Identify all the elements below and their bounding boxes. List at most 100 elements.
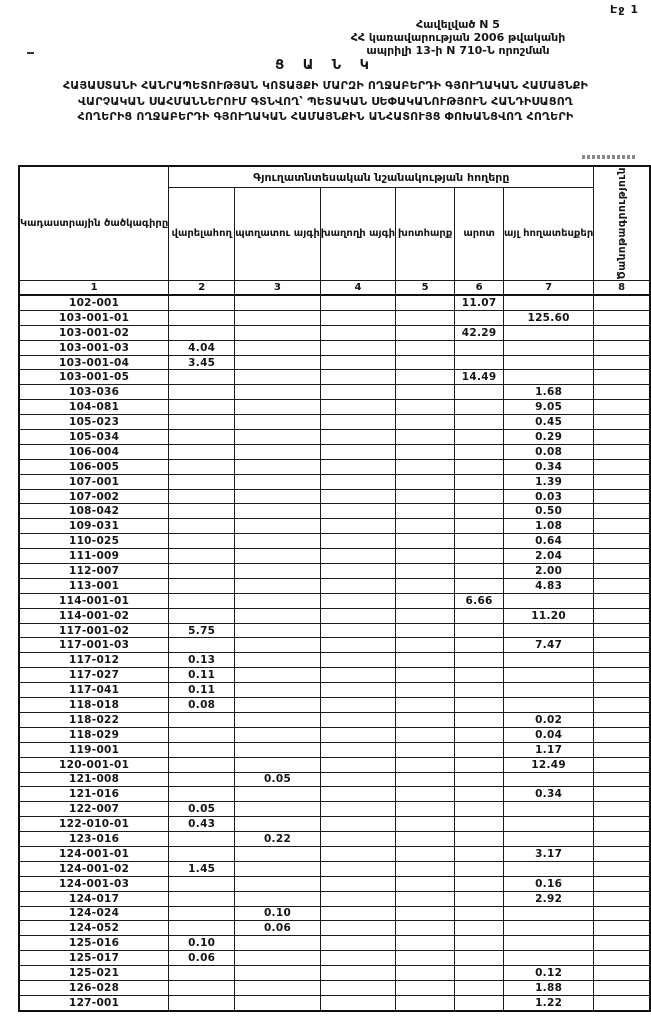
area-value-cell <box>319 726 397 743</box>
area-value-cell <box>454 786 505 803</box>
area-value-cell <box>319 577 397 594</box>
area-value-cell <box>454 503 505 520</box>
area-value-cell <box>395 950 456 967</box>
area-value-cell <box>234 399 321 416</box>
area-value-cell <box>234 697 321 713</box>
note-cell <box>593 801 651 818</box>
area-value-cell <box>319 979 397 996</box>
cadastral-code-cell: 120-001-01 <box>18 756 170 773</box>
table-row: 125-021 0.12 <box>18 965 651 981</box>
area-value-cell <box>319 801 397 818</box>
area-value-cell <box>454 414 505 431</box>
area-value-cell <box>168 756 236 773</box>
note-cell <box>593 473 651 490</box>
table-row: 124-001-03 0.16 <box>18 875 651 892</box>
area-value-cell <box>234 473 321 490</box>
area-value-cell <box>234 711 321 728</box>
area-value-cell <box>234 756 321 773</box>
note-cell <box>593 294 651 311</box>
area-value-cell <box>395 816 456 833</box>
subtitle-line: ՎԱՐՉԱԿԱՆ ՍԱՀՄԱՆՆԵՐՈՒՄ ԳՏՆՎՈՂ՝ ՊԵՏԱԿԱՆ ՍԵ… <box>77 94 573 108</box>
table-row: 124-017 2.92 <box>18 890 651 907</box>
area-value-cell <box>234 384 321 401</box>
area-value-cell <box>395 920 456 937</box>
area-value-cell: 0.34 <box>503 458 595 475</box>
area-value-cell <box>168 443 236 460</box>
area-value-cell <box>319 384 397 401</box>
table-row: 121-008 0.05 <box>18 771 651 788</box>
table-row: 111-009 2.04 <box>18 548 651 565</box>
note-cell <box>593 860 651 877</box>
table-row: 108-042 0.50 <box>18 503 651 520</box>
area-value-cell <box>454 756 505 773</box>
col-header-vineyard: խաղողի այգի <box>319 187 397 281</box>
area-value-cell <box>395 667 456 684</box>
area-value-cell <box>454 801 505 818</box>
area-value-cell: 0.16 <box>503 875 595 892</box>
note-cell <box>593 682 651 699</box>
cadastral-code-cell: 105-034 <box>18 429 170 445</box>
table-row: 105-023 0.45 <box>18 414 651 431</box>
col-header-orchard: պտղատու այգի <box>234 187 321 281</box>
area-value-cell <box>395 473 456 490</box>
area-value-cell <box>168 905 236 922</box>
note-cell <box>593 384 651 401</box>
area-value-cell <box>168 369 236 386</box>
area-value-cell <box>454 384 505 401</box>
note-cell <box>593 935 651 952</box>
table-row: 112-007 2.00 <box>18 563 651 579</box>
area-value-cell: 0.11 <box>168 682 236 699</box>
area-value-cell <box>395 697 456 713</box>
note-cell <box>593 756 651 773</box>
area-value-cell <box>168 979 236 996</box>
area-value-cell <box>503 324 595 341</box>
cadastral-code-cell: 125-016 <box>18 935 170 952</box>
note-cell <box>593 965 651 981</box>
note-cell <box>593 518 651 535</box>
table-row: 104-081 9.05 <box>18 399 651 416</box>
area-value-cell <box>319 533 397 550</box>
area-value-cell: 9.05 <box>503 399 595 416</box>
cadastral-code-cell: 103-001-02 <box>18 324 170 341</box>
area-value-cell: 11.20 <box>503 607 595 624</box>
table-row: 124-001-01 3.17 <box>18 845 651 862</box>
area-value-cell <box>234 622 321 639</box>
table-body: 102-001 11.07 103-001-01 125.60 103-001-02 42… <box>18 294 651 1012</box>
cadastral-code-cell: 124-001-03 <box>18 875 170 892</box>
table-header: Կադաստրային ծածկագիրը Գյուղատնտեսական նշ… <box>18 165 651 296</box>
cadastral-code-cell: 106-004 <box>18 443 170 460</box>
note-cell <box>593 533 651 550</box>
area-value-cell: 0.06 <box>234 920 321 937</box>
area-value-cell <box>454 950 505 967</box>
table-row: 124-052 0.06 <box>18 920 651 937</box>
area-value-cell <box>395 845 456 862</box>
area-value-cell <box>395 324 456 341</box>
cadastral-code-cell: 124-017 <box>18 890 170 907</box>
column-number: 1 <box>18 280 170 296</box>
area-value-cell <box>503 950 595 967</box>
table-row: 106-005 0.34 <box>18 458 651 475</box>
area-value-cell <box>454 443 505 460</box>
area-value-cell <box>503 831 595 847</box>
note-cell <box>593 429 651 445</box>
area-value-cell <box>319 354 397 371</box>
area-value-cell <box>395 339 456 356</box>
area-value-cell <box>319 339 397 356</box>
page-number: Էջ 1 <box>610 3 639 16</box>
area-value-cell <box>454 682 505 699</box>
cadastral-code-cell: 103-001-04 <box>18 354 170 371</box>
area-value-cell <box>234 875 321 892</box>
table-row: 119-001 1.17 <box>18 741 651 758</box>
area-value-cell: 0.05 <box>168 801 236 818</box>
cadastral-code-cell: 114-001-02 <box>18 607 170 624</box>
area-value-cell <box>168 875 236 892</box>
cadastral-code-cell: 103-001-03 <box>18 339 170 356</box>
area-value-cell <box>168 831 236 847</box>
area-value-cell <box>234 518 321 535</box>
column-number: 8 <box>593 280 651 296</box>
area-value-cell <box>319 905 397 922</box>
cadastral-code-cell: 103-001-05 <box>18 369 170 386</box>
col-group-header-agricultural-lands: Գյուղատնտեսական նշանակության հողերը <box>168 165 595 188</box>
area-value-cell <box>503 354 595 371</box>
